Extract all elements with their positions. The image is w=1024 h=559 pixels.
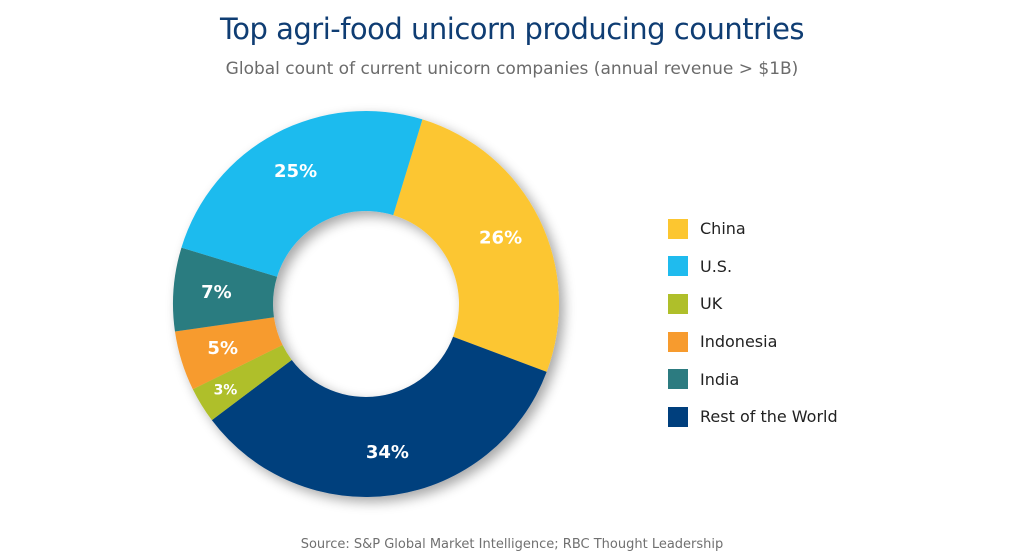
donut-slice-china	[393, 119, 559, 372]
legend-item-us: U.S.	[668, 248, 838, 286]
legend-swatch	[668, 406, 688, 427]
donut-slice-india	[173, 247, 278, 332]
legend-label: India	[700, 369, 740, 389]
legend-swatch	[668, 331, 688, 352]
slice-value-label: 34%	[366, 442, 409, 463]
donut-slice-uk	[192, 345, 292, 421]
chart-title: Top agri-food unicorn producing countrie…	[219, 12, 805, 46]
donut-chart: 26% 34% 3% 5% 7% 25%	[173, 111, 559, 497]
legend-label: China	[700, 219, 746, 239]
legend-swatch	[668, 218, 688, 239]
slice-value-label: 25%	[274, 161, 317, 182]
legend-label: U.S.	[700, 256, 733, 276]
chart-subtitle: Global count of current unicorn companie…	[225, 59, 799, 79]
slice-value-label: 7%	[201, 282, 232, 303]
legend-swatch	[668, 256, 688, 277]
legend-label: Indonesia	[700, 332, 778, 352]
legend-label: UK	[700, 294, 723, 314]
source-note: Source: S&P Global Market Intelligence; …	[300, 537, 724, 552]
donut-slice-indonesia	[174, 317, 283, 390]
legend-item-uk: UK	[668, 285, 838, 323]
slice-value-label: 26%	[479, 227, 522, 248]
legend-label: Rest of the World	[700, 407, 838, 427]
legend-swatch	[668, 293, 688, 314]
legend-swatch	[668, 369, 688, 390]
slice-value-label: 3%	[214, 382, 238, 398]
donut-slice-u-s-	[181, 111, 423, 277]
legend-item-india: India	[668, 360, 838, 398]
chart-legend: China U.S. UK Indonesia India Rest of th…	[668, 210, 838, 436]
donut-slice-rest-of-the-world	[211, 336, 547, 497]
legend-item-china: China	[668, 210, 838, 248]
legend-item-rest-of-world: Rest of the World	[668, 398, 838, 436]
slice-value-label: 5%	[207, 338, 238, 359]
legend-item-indonesia: Indonesia	[668, 323, 838, 361]
